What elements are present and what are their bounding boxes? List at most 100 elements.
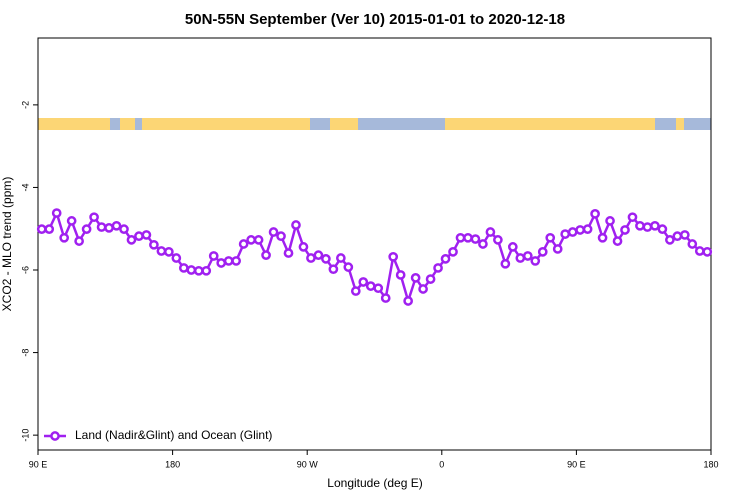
data-point [530,256,541,266]
x-tick-label: 180 [165,459,180,469]
data-point [231,256,242,266]
data-point [119,224,129,234]
data-point [261,250,271,260]
data-point [216,258,227,268]
data-point [74,236,84,246]
data-point [223,256,234,266]
data-point [373,283,384,294]
x-tick-label: 0 [439,459,444,469]
y-axis-label: XCO2 - MLO trend (ppm) [0,177,14,312]
data-point [96,222,107,232]
data-point [178,263,189,273]
land-band [330,118,358,130]
data-point [635,220,645,231]
data-point [455,232,466,243]
data-point [642,222,653,232]
y-tick-label: -4 [20,183,30,191]
data-point [590,209,600,219]
land-band [120,118,135,130]
data-point [51,208,62,218]
data-point [687,239,698,249]
data-point [612,236,623,246]
data-point [89,212,99,223]
land-band [38,118,110,130]
legend-marker [50,431,60,441]
data-point [306,253,316,263]
data-point [126,235,137,245]
y-tick-label: -10 [20,429,30,442]
x-tick-label: 180 [703,459,718,469]
data-point [478,239,488,249]
data-point [665,235,675,245]
data-point [694,246,705,256]
data-point [283,248,294,258]
data-point [627,212,638,223]
data-point [425,274,436,284]
data-point [567,227,578,237]
data-point [156,246,167,256]
data-point [343,262,354,272]
data-point [545,232,556,243]
data-point [702,246,713,257]
data-point [582,224,593,234]
data-point [620,225,630,235]
data-point [575,225,585,235]
data-point [679,230,690,240]
data-point [365,281,376,291]
data-point [410,273,421,283]
data-point [276,231,286,242]
data-point [298,242,309,252]
legend-label: Land (Nadir&Glint) and Ocean (Glint) [75,428,272,442]
data-point [560,229,571,239]
data-point [403,296,413,306]
data-point [141,230,152,240]
y-tick-label: -8 [20,349,30,357]
land-band [676,118,684,130]
data-point [134,231,144,242]
data-point [650,220,660,231]
data-point [657,224,668,234]
chart-title: 50N-55N September (Ver 10) 2015-01-01 to… [185,11,565,28]
data-point [59,232,70,243]
plot-frame [37,37,712,451]
data-point [149,239,159,250]
data-point [186,265,197,275]
data-point [246,235,256,245]
data-point [463,232,473,243]
data-point [380,293,391,303]
data-point [111,220,122,231]
data-point [440,254,451,264]
x-tick-label: 90 E [567,459,586,469]
x-axis-label: Longitude (deg E) [327,476,422,490]
data-point [350,286,361,296]
data-point [171,253,182,263]
data-point [395,270,406,280]
data-point [358,277,369,287]
data-point [418,284,428,294]
land-ocean-band [38,118,711,130]
data-point [253,235,264,245]
data-point [522,251,533,261]
x-tick-label: 90 E [29,459,48,469]
data-point [515,253,526,263]
data-point [597,232,608,243]
data-point [36,224,47,234]
data-point [44,224,55,234]
data-point [201,265,212,276]
data-point [81,224,92,234]
data-point [470,234,481,244]
x-tick-label: 90 W [297,459,319,469]
data-point [507,242,518,252]
data-point [448,246,458,257]
data-point [238,239,249,249]
data-point [552,244,563,254]
data-point [672,231,683,242]
data-point [388,251,399,262]
data-point [291,220,301,230]
data-point [104,223,114,233]
data-point [485,227,496,237]
data-point [537,246,548,257]
data-point [268,227,279,237]
y-tick-label: -6 [20,266,30,274]
